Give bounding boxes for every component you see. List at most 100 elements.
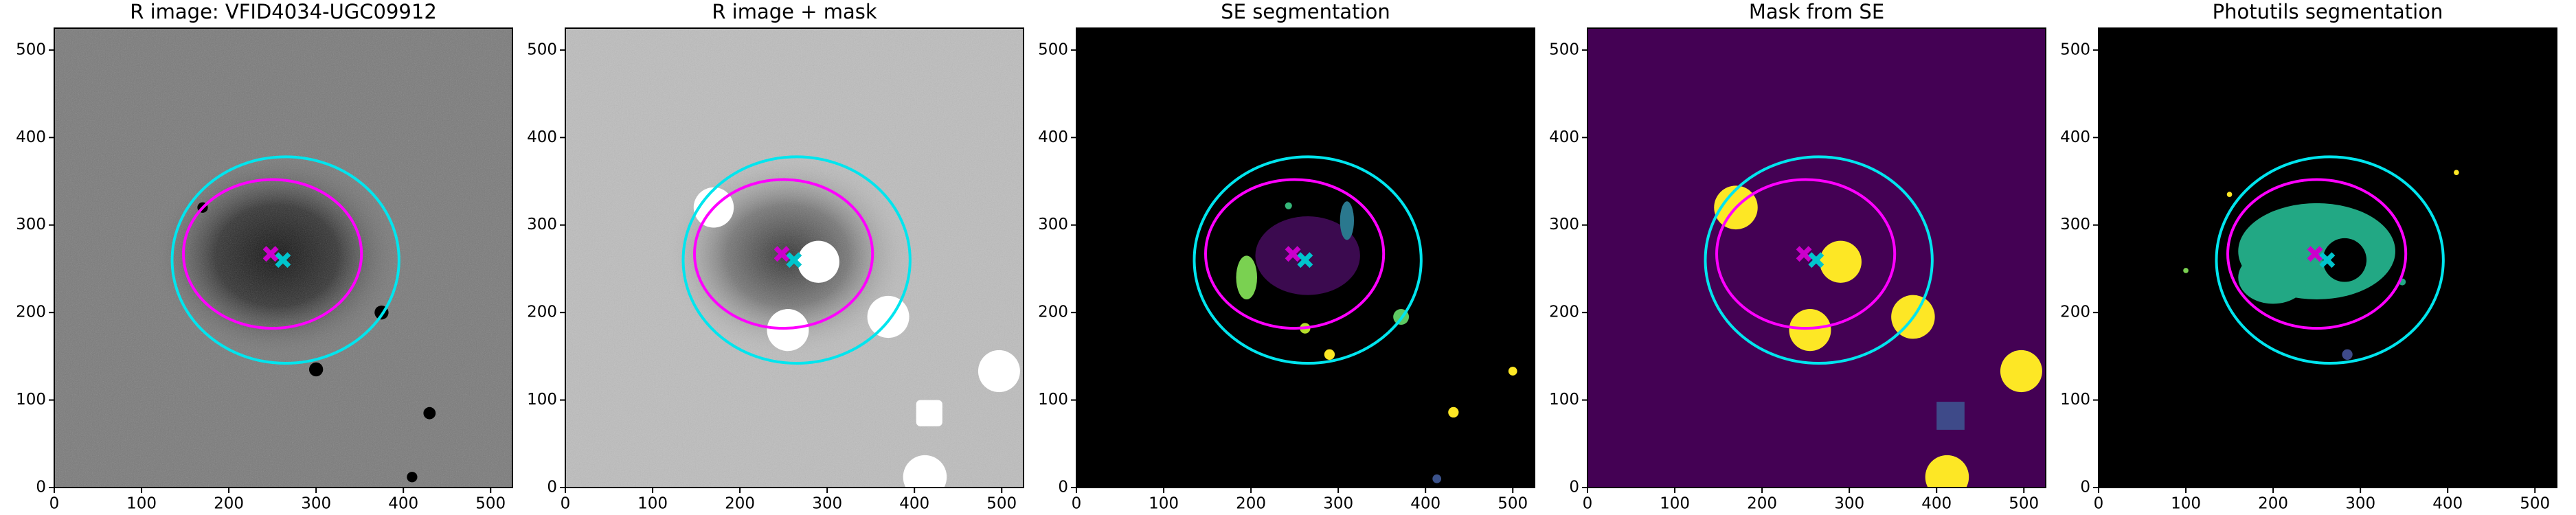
x-tick-label: 300 xyxy=(2345,495,2375,513)
x-tick-label: 0 xyxy=(1583,495,1593,513)
x-tick-label: 0 xyxy=(561,495,571,513)
x-tick-label: 500 xyxy=(475,495,506,513)
x-tick-label: 0 xyxy=(2094,495,2104,513)
center-marker xyxy=(786,252,802,268)
y-tick-label: 200 xyxy=(527,304,557,321)
panel-title: Photutils segmentation xyxy=(2213,0,2443,23)
x-tick-label: 400 xyxy=(1921,495,1952,513)
y-tick-label: 500 xyxy=(527,41,557,58)
inner-ellipse xyxy=(693,178,874,330)
x-tick-label: 400 xyxy=(899,495,929,513)
y-tick-label: 100 xyxy=(1549,391,1579,409)
axes-frame xyxy=(565,27,1024,488)
segment xyxy=(1448,407,1459,418)
mask-circle xyxy=(797,240,839,283)
segment xyxy=(1324,349,1335,360)
mask-circle xyxy=(978,350,1020,393)
segment xyxy=(1432,474,1442,483)
y-tick-label: 400 xyxy=(1038,128,1068,146)
y-tick-label: 400 xyxy=(527,128,557,146)
x-tick-label: 100 xyxy=(1660,495,1690,513)
mask-circle xyxy=(867,295,909,339)
outer-ellipse xyxy=(2215,155,2445,365)
x-tick-label: 0 xyxy=(1072,495,1082,513)
x-tick-label: 200 xyxy=(725,495,755,513)
y-tick-label: 0 xyxy=(36,479,46,496)
y-tick-label: 500 xyxy=(1038,41,1068,58)
x-tick-label: 100 xyxy=(637,495,668,513)
x-tick-label: 100 xyxy=(1149,495,1179,513)
y-tick-label: 300 xyxy=(16,216,46,233)
x-tick-label: 200 xyxy=(1236,495,1266,513)
segment xyxy=(2226,192,2233,197)
y-tick-label: 0 xyxy=(1058,479,1068,496)
star xyxy=(423,407,436,420)
outer-ellipse xyxy=(1704,155,1934,365)
y-tick-label: 100 xyxy=(527,391,557,409)
x-tick-label: 300 xyxy=(1834,495,1864,513)
y-tick-label: 0 xyxy=(2080,479,2090,496)
center-marker xyxy=(1796,246,1812,262)
x-tick-label: 100 xyxy=(2171,495,2201,513)
y-tick-label: 0 xyxy=(547,479,557,496)
inner-ellipse xyxy=(1204,178,1386,330)
y-tick-label: 400 xyxy=(2060,128,2090,146)
star xyxy=(308,362,324,377)
segment xyxy=(2183,268,2189,273)
x-tick-label: 500 xyxy=(2009,495,2039,513)
image-panel xyxy=(2099,28,2557,488)
x-tick-label: 400 xyxy=(1410,495,1440,513)
outer-ellipse xyxy=(681,155,912,365)
axes-frame xyxy=(1587,27,2046,488)
segment xyxy=(1285,202,1292,209)
image-panel xyxy=(1588,28,2046,488)
x-tick-label: 300 xyxy=(1323,495,1353,513)
x-tick-label: 300 xyxy=(301,495,331,513)
y-tick-label: 300 xyxy=(1549,216,1579,233)
segment xyxy=(2238,251,2308,304)
y-tick-label: 200 xyxy=(2060,304,2090,321)
center-marker xyxy=(275,252,291,268)
x-tick-label: 500 xyxy=(1498,495,1528,513)
segment xyxy=(2454,170,2459,176)
inner-ellipse xyxy=(2226,178,2408,330)
x-tick-label: 500 xyxy=(986,495,1017,513)
mask-circle xyxy=(1925,455,1969,488)
image-panel xyxy=(1076,28,1535,488)
y-tick-label: 400 xyxy=(1549,128,1579,146)
axes-frame xyxy=(54,27,513,488)
y-tick-label: 100 xyxy=(16,391,46,409)
x-tick-label: 400 xyxy=(2432,495,2463,513)
axes-frame xyxy=(2098,27,2557,488)
y-tick-label: 500 xyxy=(2060,41,2090,58)
x-tick-label: 200 xyxy=(2258,495,2288,513)
y-tick-label: 300 xyxy=(2060,216,2090,233)
y-tick-label: 500 xyxy=(16,41,46,58)
center-marker xyxy=(1808,252,1824,268)
y-tick-label: 500 xyxy=(1549,41,1579,58)
y-tick-label: 200 xyxy=(16,304,46,321)
x-tick-label: 200 xyxy=(214,495,244,513)
panel-title: SE segmentation xyxy=(1221,0,1390,23)
segment xyxy=(1340,201,1355,240)
image-panel xyxy=(565,28,1024,488)
image-panel xyxy=(54,28,512,488)
mask-circle xyxy=(1789,309,1831,352)
outer-ellipse xyxy=(1193,155,1423,365)
mask-square xyxy=(1936,402,1965,430)
segment xyxy=(2342,349,2353,360)
mask-square xyxy=(916,400,942,426)
mask-circle xyxy=(903,455,947,488)
center-marker xyxy=(2319,252,2336,268)
axes-frame xyxy=(1076,27,1535,488)
center-marker xyxy=(2307,246,2323,262)
y-tick-label: 0 xyxy=(1569,479,1579,496)
y-tick-label: 300 xyxy=(527,216,557,233)
x-tick-label: 300 xyxy=(812,495,842,513)
segment xyxy=(1508,367,1517,376)
mask-circle xyxy=(1819,240,1862,283)
star xyxy=(407,472,418,483)
hole xyxy=(2323,238,2367,282)
center-marker xyxy=(1297,252,1313,268)
